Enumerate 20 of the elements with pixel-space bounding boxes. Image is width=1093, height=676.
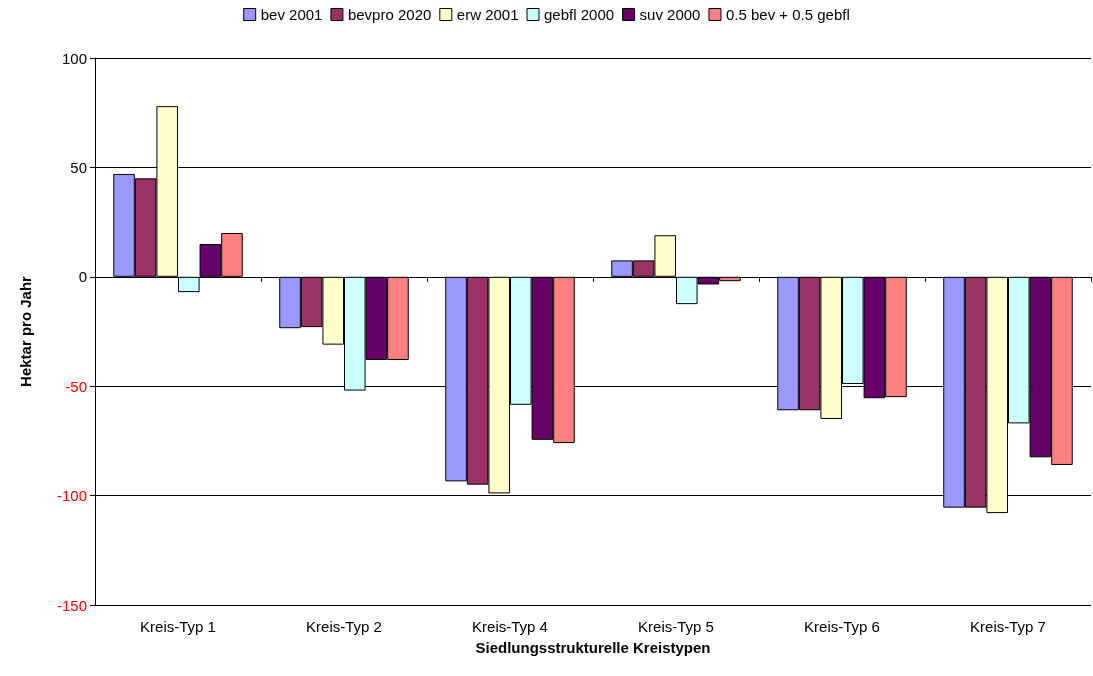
x-tick-label: Kreis-Typ 4 [472,618,548,635]
x-tick-label: Kreis-Typ 7 [970,618,1046,635]
legend-label: suv 2000 [639,6,701,23]
y-axis-title: Hektar pro Jahr [17,275,34,387]
y-tick-label: -100 [56,487,87,505]
x-tick-label: Kreis-Typ 6 [804,618,880,635]
legend-label: bevpro 2020 [347,6,432,23]
x-tick-label: Kreis-Typ 1 [140,618,216,635]
y-tick-label: 100 [61,49,87,67]
y-tick-label: -150 [56,596,87,614]
x-axis-title: Siedlungsstrukturelle Kreistypen [475,639,711,656]
y-tick-label: 0 [78,268,87,286]
legend-label: erw 2001 [456,6,519,23]
legend-label: gebfl 2000 [544,6,615,23]
x-tick-label: Kreis-Typ 5 [638,618,714,635]
x-tick-label: Kreis-Typ 2 [306,618,382,635]
y-tick-label: -50 [65,377,87,395]
y-tick-label: 50 [70,158,87,176]
legend-label: bev 2001 [260,6,323,23]
legend-label: 0.5 bev + 0.5 gebfl [725,6,850,23]
